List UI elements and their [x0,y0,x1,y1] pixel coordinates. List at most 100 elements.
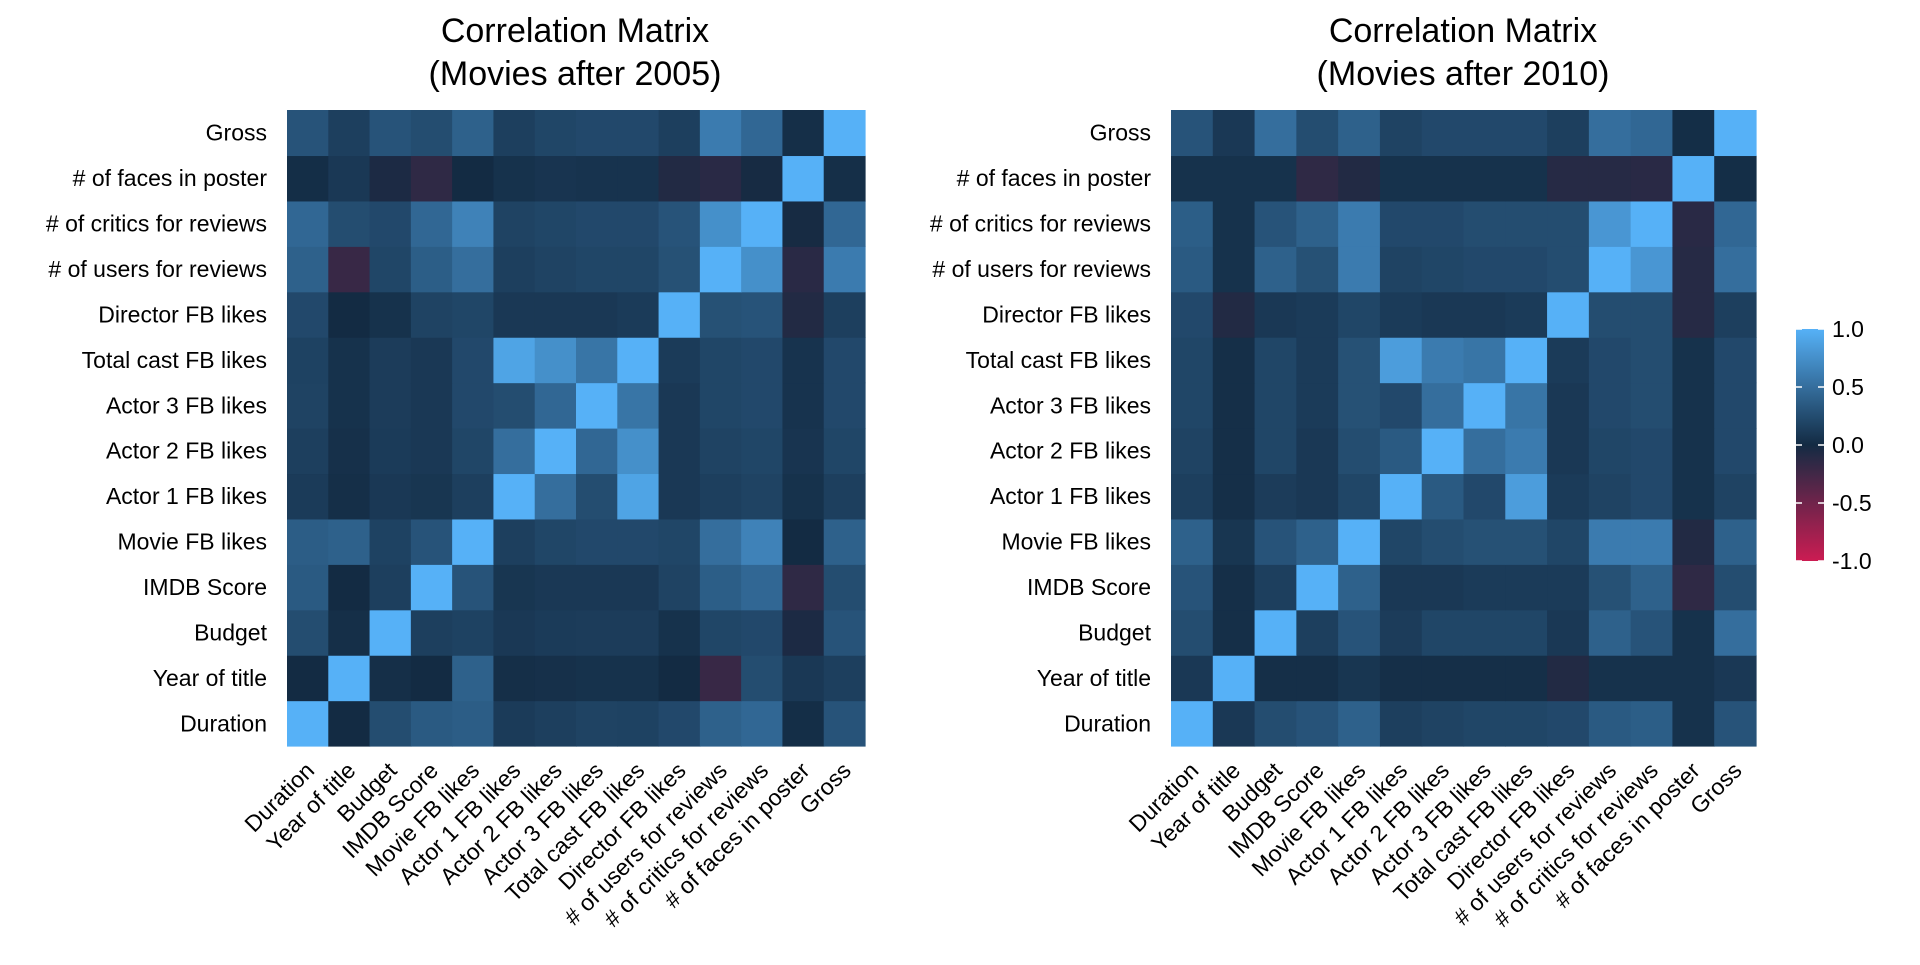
heatmap-cell: Actor 1 FB likes / Actor 2 FB likes: 0.5 [535,473,577,519]
legend-tick-label: 0.0 [1832,432,1864,458]
heatmap-cell: Actor 1 FB likes / Actor 3 FB likes: 0.2… [576,473,618,519]
heatmap-cell: Total cast FB likes / Total cast FB like… [617,337,659,383]
heatmap-cell: # of users for reviews / IMDB Score: 0.3… [411,246,453,292]
heatmap-cell: Budget / Year of title: 0.03 [328,610,370,656]
heatmap-cell: Duration / Movie FB likes: 0.4 [1338,701,1380,747]
heatmap-cell: Movie FB likes / Total cast FB likes: 0.… [1505,519,1547,565]
heatmap-cell: Actor 3 FB likes / Actor 2 FB likes: 0.5 [1422,383,1464,429]
heatmap-cell: Duration / # of critics for reviews: 0.3… [1631,701,1673,747]
heatmap-cell: IMDB Score / Total cast FB likes: 0.12 [1505,564,1547,610]
heatmap-cell: IMDB Score / # of critics for reviews: 0… [1631,564,1673,610]
heatmap-cell: Movie FB likes / IMDB Score: 0.4 [1296,519,1338,565]
heatmap-cell: # of faces in poster / # of users for re… [700,155,742,201]
heatmap-cell: Duration / # of faces in poster: 0.02 [782,701,824,747]
heatmap-cell: Director FB likes / Movie FB likes: 0.2 [1338,292,1380,338]
heatmap-cell: # of critics for reviews / Movie FB like… [452,201,494,247]
heatmap-cell: Total cast FB likes / # of faces in post… [782,337,824,383]
heatmap-cell: # of users for reviews / Duration: 0.35 [1171,246,1213,292]
heatmap-cell: Duration / Duration: 1 [287,701,329,747]
heatmap-cell: IMDB Score / Budget: 0.15 [370,564,412,610]
heatmap-cell: Budget / Total cast FB likes: 0.2 [1505,610,1547,656]
heatmap-cell: # of users for reviews / Actor 2 FB like… [1422,246,1464,292]
heatmap-cell: IMDB Score / Actor 3 FB likes: 0.1 [576,564,618,610]
heatmap-cell: Actor 3 FB likes / Movie FB likes: 0.22 [452,383,494,429]
y-tick-label: # of critics for reviews [930,211,1151,237]
heatmap-cell: Actor 1 FB likes / # of faces in poster:… [1672,473,1714,519]
heatmap-cell: Total cast FB likes / # of faces in post… [1672,337,1714,383]
heatmap-cell: Budget / Movie FB likes: 0.3 [1338,610,1380,656]
y-tick-label: Actor 1 FB likes [990,483,1151,509]
heatmap-cell: # of faces in poster / Budget: -0.05 [370,155,412,201]
heatmap-cell: Actor 1 FB likes / # of faces in poster:… [782,473,824,519]
heatmap-cell: Gross / Actor 1 FB likes: 0.18 [1380,110,1422,156]
heatmap-cell: Movie FB likes / Total cast FB likes: 0.… [617,519,659,565]
heatmap-cell: IMDB Score / Actor 2 FB likes: 0.1 [1422,564,1464,610]
heatmap-cell: Actor 1 FB likes / Director FB likes: 0.… [1547,473,1589,519]
heatmap-cell: Actor 2 FB likes / Actor 3 FB likes: 0.5 [1464,428,1506,474]
heatmap-cell: Gross / Actor 1 FB likes: 0.15 [493,110,535,156]
heatmap-cell: Actor 3 FB likes / # of users for review… [700,383,742,429]
heatmap-cell: Year of title / # of faces in poster: 0.… [782,655,824,701]
heatmap-cell: Director FB likes / Actor 1 FB likes: 0.… [493,292,535,338]
y-tick-label: # of faces in poster [957,165,1152,191]
heatmap-cell: Movie FB likes / Duration: 0.4 [1171,519,1213,565]
heatmap-cell: Director FB likes / Director FB likes: 1 [659,292,701,338]
y-tick-label: Actor 3 FB likes [990,392,1151,418]
heatmap-cell: Budget / Budget: 1 [1255,610,1297,656]
y-tick-label: IMDB Score [1027,574,1151,600]
heatmap-cell: # of users for reviews / Budget: 0.2 [370,246,412,292]
heatmap-cell: # of users for reviews / Movie FB likes:… [452,246,494,292]
heatmap-cell: Total cast FB likes / Year of title: 0.0… [328,337,370,383]
heatmap-cell: Year of title / # of users for reviews: … [700,655,742,701]
heatmap-cell: Actor 1 FB likes / # of users for review… [1589,473,1631,519]
heatmap-cell: Movie FB likes / Director FB likes: 0.2 [1547,519,1589,565]
heatmap-cell: # of users for reviews / # of critics fo… [1631,246,1673,292]
heatmap-cell: Budget / # of critics for reviews: 0.22 [741,610,783,656]
heatmap-cell: Gross / Budget: 0.3 [370,110,412,156]
y-tick-label: # of users for reviews [932,256,1151,282]
heatmap-cell: # of users for reviews / Movie FB likes:… [1338,246,1380,292]
heatmap-cell: Actor 2 FB likes / Actor 3 FB likes: 0.4… [576,428,618,474]
heatmap-cell: IMDB Score / Director FB likes: 0.12 [1547,564,1589,610]
heatmap-cell: Duration / Budget: 0.25 [1255,701,1297,747]
heatmap-cell: Actor 3 FB likes / # of faces in poster:… [1672,383,1714,429]
heatmap-cell: Year of title / Gross: 0.1 [1714,655,1756,701]
heatmap-cell: Actor 3 FB likes / Movie FB likes: 0.28 [1338,383,1380,429]
heatmap-cell: Budget / # of faces in poster: 0.05 [1672,610,1714,656]
heatmap-cell: Duration / Actor 3 FB likes: 0.18 [576,701,618,747]
heatmap-cell: Year of title / Actor 1 FB likes: 0.03 [493,655,535,701]
heatmap-cell: Director FB likes / Gross: 0.15 [1714,292,1756,338]
heatmap-cell: Year of title / Gross: 0.15 [824,655,866,701]
heatmap-cell: Gross / Movie FB likes: 0.4 [452,110,494,156]
heatmap-cell: Director FB likes / Gross: 0.15 [824,292,866,338]
heatmap-cell: Budget / Total cast FB likes: 0.13 [617,610,659,656]
heatmap-cell: Budget / Director FB likes: 0.1 [1547,610,1589,656]
heatmap-cell: # of critics for reviews / IMDB Score: 0… [1296,201,1338,247]
heatmap-cell: Total cast FB likes / Actor 3 FB likes: … [576,337,618,383]
heatmap-cell: Actor 3 FB likes / Gross: 0.22 [1714,383,1756,429]
heatmap-cell: # of faces in poster / Actor 3 FB likes:… [576,155,618,201]
heatmap-cell: Gross / # of users for reviews: 0.5 [1589,110,1631,156]
heatmap-cell: Budget / Movie FB likes: 0.17 [452,610,494,656]
heatmap-cell: # of users for reviews / Total cast FB l… [1505,246,1547,292]
heatmap-cell: Actor 2 FB likes / Total cast FB likes: … [617,428,659,474]
heatmap-cell: Gross / Movie FB likes: 0.4 [1338,110,1380,156]
heatmap-cell: Movie FB likes / Actor 1 FB likes: 0.2 [1380,519,1422,565]
heatmap-cell: # of faces in poster / Year of title: 0.… [1213,155,1255,201]
legend-tick-label: -0.5 [1832,490,1872,516]
heatmap-cell: Director FB likes / Year of title: -0.08 [1213,292,1255,338]
heatmap-cell: # of critics for reviews / Year of title… [328,201,370,247]
y-tick-label: Total cast FB likes [82,347,267,373]
heatmap-cell: Budget / Actor 1 FB likes: 0.13 [1380,610,1422,656]
heatmap-cell: IMDB Score / # of users for reviews: 0.3… [700,564,742,610]
heatmap-cell: Gross / # of faces in poster: 0.03 [782,110,824,156]
heatmap-cell: Year of title / Actor 1 FB likes: 0.03 [1380,655,1422,701]
heatmap-cell: Duration / Year of title: 0 [328,701,370,747]
heatmap-cell: Duration / # of critics for reviews: 0.4… [741,701,783,747]
y-tick-label: Actor 2 FB likes [106,438,267,464]
heatmap-cell: Duration / Gross: 0.3 [824,701,866,747]
heatmap-cell: # of users for reviews / IMDB Score: 0.2… [1296,246,1338,292]
heatmap-cell: IMDB Score / Actor 3 FB likes: 0.12 [1464,564,1506,610]
heatmap-cell: # of faces in poster / Actor 1 FB likes:… [1380,155,1422,201]
heatmap-cell: IMDB Score / Gross: 0.25 [824,564,866,610]
